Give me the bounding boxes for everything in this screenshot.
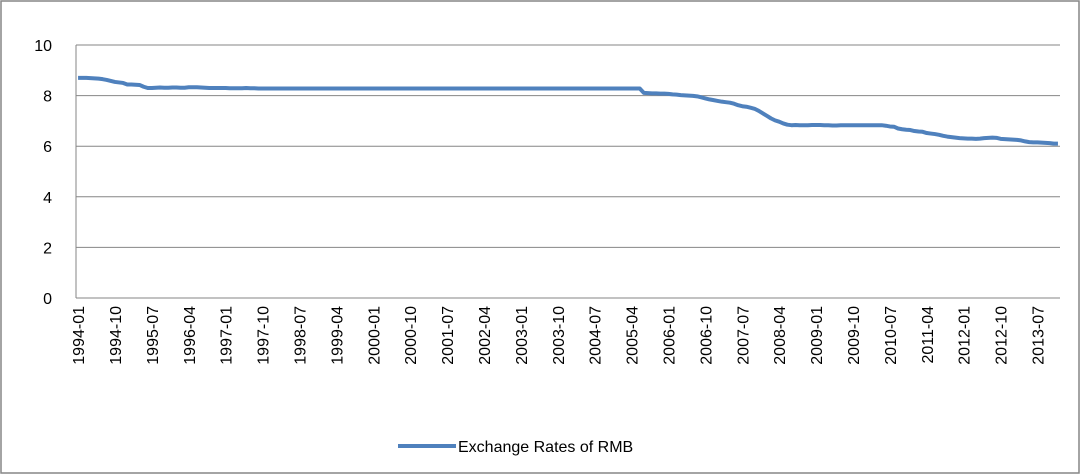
x-tick-label: 2010-07 xyxy=(883,306,900,365)
x-tick-label: 2013-07 xyxy=(1030,306,1047,365)
series-line xyxy=(78,75,1058,146)
x-tick-label: 2001-07 xyxy=(440,306,457,365)
x-tick-label: 2006-10 xyxy=(698,306,715,365)
x-tick-label: 1997-01 xyxy=(219,306,236,365)
x-tick-label: 2012-01 xyxy=(957,306,974,365)
x-tick-label: 1998-07 xyxy=(292,306,309,365)
x-tick-label: 1999-04 xyxy=(329,306,346,365)
legend-label: Exchange Rates of RMB xyxy=(458,439,633,456)
x-tick-label: 2004-07 xyxy=(588,306,605,365)
x-tick-label: 2003-10 xyxy=(551,306,568,365)
x-tick-label: 2006-01 xyxy=(661,306,678,365)
x-tick-label: 1996-04 xyxy=(182,306,199,365)
y-tick-label: 6 xyxy=(43,139,52,156)
x-tick-label: 2009-01 xyxy=(809,306,826,365)
x-tick-label: 2008-04 xyxy=(772,306,789,365)
x-tick-label: 2002-04 xyxy=(477,306,494,365)
x-tick-label: 1997-10 xyxy=(256,306,273,365)
y-tick-label: 2 xyxy=(43,240,52,257)
y-tick-label: 0 xyxy=(43,291,52,308)
y-tick-label: 4 xyxy=(43,190,52,207)
y-tick-label: 8 xyxy=(43,89,52,106)
x-tick-label: 2007-07 xyxy=(735,306,752,365)
y-tick-label: 10 xyxy=(34,38,52,55)
x-tick-label: 2000-01 xyxy=(366,306,383,365)
x-tick-label: 1994-10 xyxy=(108,306,125,365)
x-tick-label: 2000-10 xyxy=(403,306,420,365)
x-tick-label: 2009-10 xyxy=(846,306,863,365)
x-tick-label: 2005-04 xyxy=(625,306,642,365)
x-tick-label: 1995-07 xyxy=(145,306,162,365)
x-tick-label: 2003-01 xyxy=(514,306,531,365)
x-tick-label: 2011-04 xyxy=(920,306,937,364)
x-tick-label: 1994-01 xyxy=(71,306,88,365)
x-tick-label: 2012-10 xyxy=(994,306,1011,365)
